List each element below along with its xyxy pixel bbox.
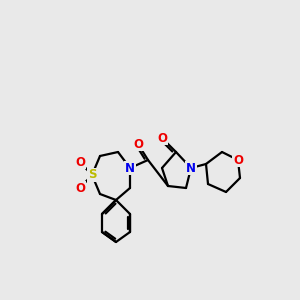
Text: O: O <box>133 137 143 151</box>
Text: O: O <box>75 155 85 169</box>
Text: N: N <box>186 161 196 175</box>
Text: O: O <box>157 131 167 145</box>
Text: O: O <box>75 182 85 194</box>
Text: S: S <box>88 169 96 182</box>
Text: N: N <box>125 161 135 175</box>
Text: O: O <box>233 154 243 166</box>
